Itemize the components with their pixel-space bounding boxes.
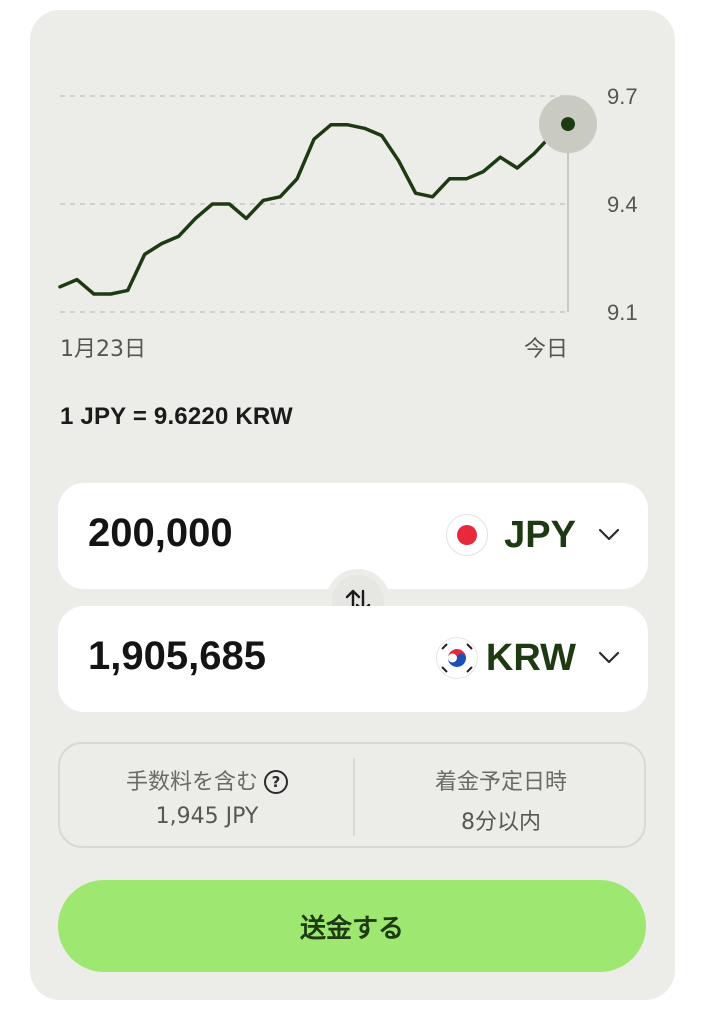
transfer-info-panel: 手数料を含む? 1,945 JPY 着金予定日時 8分以内 [58, 742, 646, 848]
send-amount-value[interactable]: 200,000 [88, 511, 233, 555]
chart-grid [60, 95, 568, 313]
chevron-down-icon [598, 651, 620, 664]
japan-flag-icon [446, 514, 489, 556]
current-point-dot [561, 117, 575, 132]
x-tick-label: 1月23日 [60, 337, 146, 362]
send-currency-code: JPY [504, 513, 576, 556]
fee-label: 手数料を含む [125, 770, 258, 795]
send-amount-box[interactable]: 200,000 JPY [58, 483, 648, 589]
x-axis-labels: 1月23日 今日 [60, 337, 568, 362]
chevron-down-icon [598, 528, 620, 541]
exchange-card: 9.7 9.4 9.1 1月23日 今日 1 JPY = 9.6220 KRW 200… [30, 10, 675, 1000]
rate-series-line [58, 122, 570, 296]
y-tick-label: 9.7 [607, 84, 638, 109]
receive-currency-code: KRW [485, 636, 576, 679]
rate-chart: 9.7 9.4 9.1 1月23日 今日 [58, 84, 638, 362]
receive-currency-selector[interactable]: KRW [435, 628, 620, 688]
y-tick-label: 9.1 [607, 300, 638, 325]
receive-amount-box[interactable]: 1,905,685 KRW [58, 606, 648, 712]
send-currency-selector[interactable]: JPY [446, 505, 620, 565]
exchange-rate-text: 1 JPY = 9.6220 KRW [60, 403, 293, 430]
arrival-label: 着金予定日時 [434, 770, 567, 795]
info-divider [353, 758, 355, 836]
receive-amount-value[interactable]: 1,905,685 [88, 634, 266, 678]
fee-value: 1,945 JPY [155, 804, 259, 829]
y-tick-label: 9.4 [607, 192, 638, 217]
arrival-info: 着金予定日時 8分以内 [354, 744, 648, 846]
send-money-button[interactable]: 送金する [58, 880, 646, 972]
x-tick-label: 今日 [524, 337, 568, 362]
fee-info: 手数料を含む? 1,945 JPY [60, 744, 354, 846]
help-icon[interactable]: ? [264, 770, 288, 794]
y-axis-ticks: 9.7 9.4 9.1 [607, 84, 638, 325]
arrival-value: 8分以内 [461, 810, 541, 835]
korea-flag-icon [435, 637, 478, 679]
